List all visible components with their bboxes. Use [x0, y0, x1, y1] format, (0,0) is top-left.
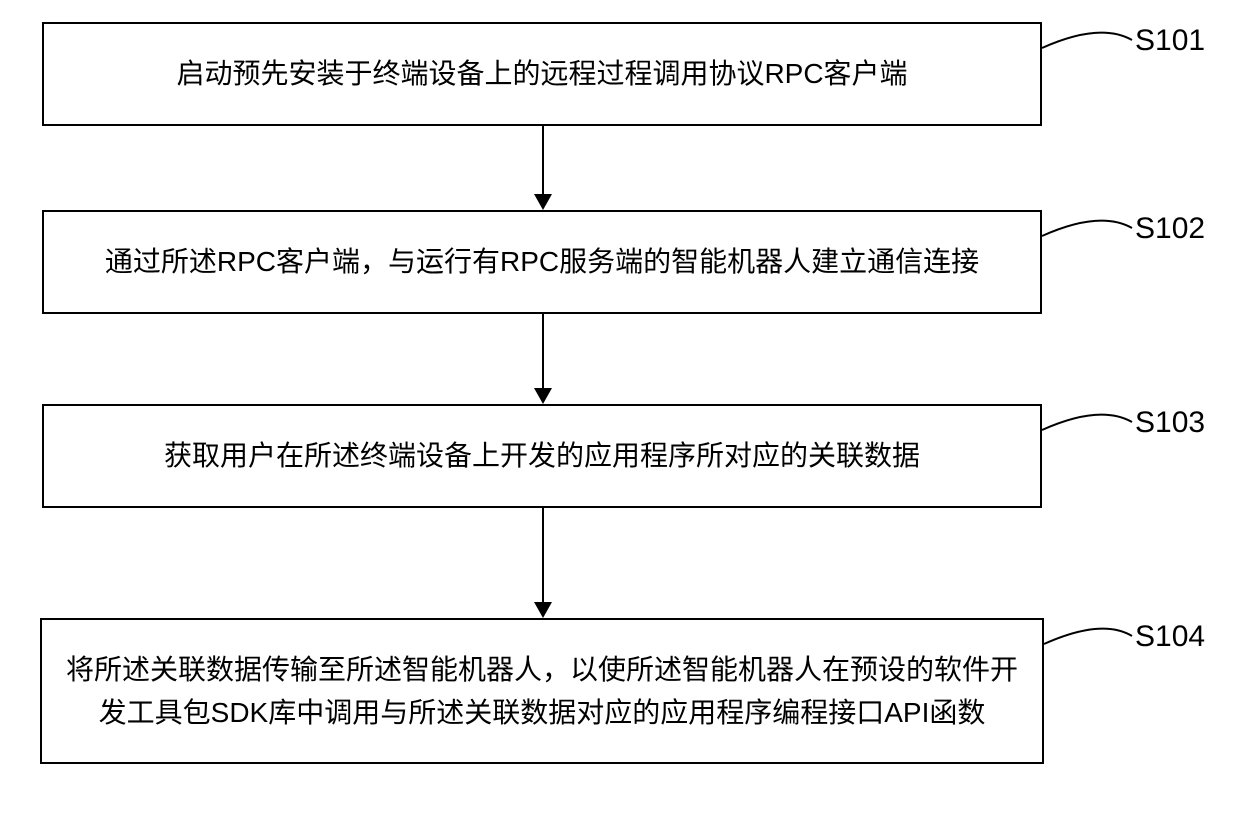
flow-step-s102-label: S102	[1135, 212, 1205, 246]
connector-s102	[0, 188, 1240, 268]
connector-s104	[0, 596, 1240, 676]
flow-step-s103-label: S103	[1135, 406, 1205, 440]
flow-step-s104-label: S104	[1135, 620, 1205, 654]
connector-s101	[0, 0, 1240, 80]
connector-s103	[0, 382, 1240, 462]
flow-step-s101-label: S101	[1135, 24, 1205, 58]
